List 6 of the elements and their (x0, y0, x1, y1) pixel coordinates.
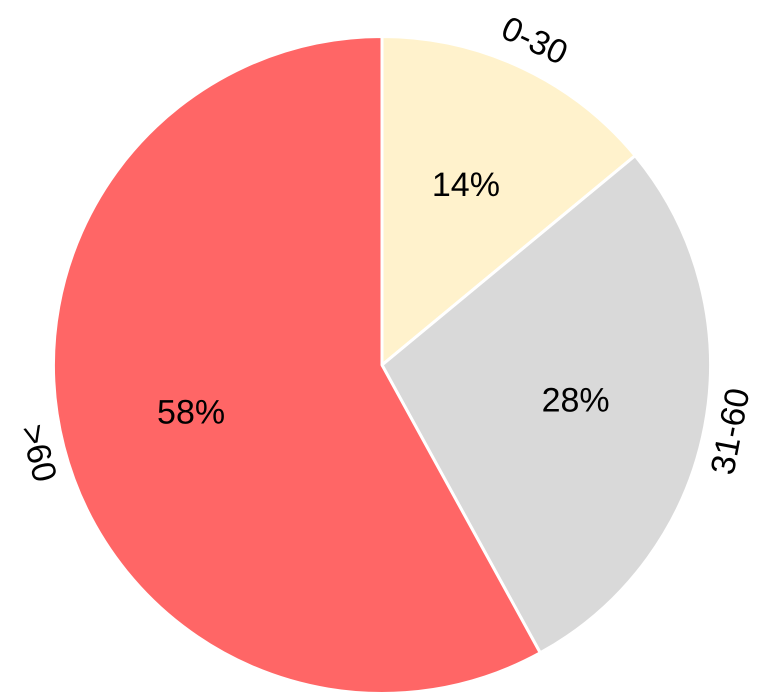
slice-label: 0-30 (496, 9, 574, 73)
data-label: 14% (432, 166, 500, 204)
slice-label: >60 (12, 420, 64, 486)
data-label: 28% (542, 381, 610, 420)
data-label: 58% (157, 393, 226, 432)
slice-label: 31-60 (704, 385, 758, 478)
